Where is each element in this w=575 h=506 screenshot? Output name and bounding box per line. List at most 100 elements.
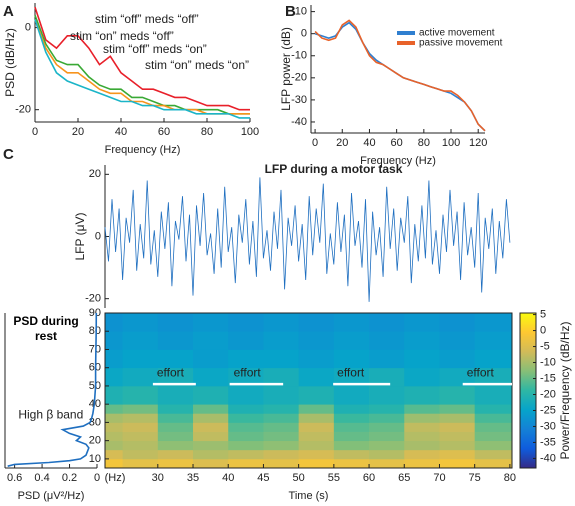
heat-cell (333, 385, 370, 405)
x-tick-label: 70 (433, 472, 445, 484)
series-line (314, 19, 486, 132)
heat-cell (333, 313, 370, 332)
heat-cell (263, 349, 300, 369)
y-tick-label: 10 (89, 453, 101, 465)
heat-cell (298, 313, 335, 332)
heat-cell (122, 349, 159, 369)
x-tick-label: 0 (312, 137, 318, 149)
heat-cell (122, 458, 159, 469)
effort-label: effort (467, 365, 495, 379)
heat-cell (228, 367, 264, 387)
heat-cell (369, 458, 405, 469)
heat-cell (157, 458, 194, 469)
heat-cell (369, 440, 405, 451)
heat-cell (157, 331, 194, 350)
heat-cell (333, 413, 370, 423)
x-tick-label: 80 (504, 472, 516, 484)
y-tick-label: -20 (85, 293, 101, 305)
heat-cell (105, 331, 124, 350)
heat-cell (157, 449, 194, 460)
legend-label: stim “on” meds “on” (145, 58, 249, 72)
heat-cell (193, 449, 229, 460)
heat-cell (439, 367, 476, 387)
heat-cell (193, 440, 229, 451)
y-tick-label: -20 (15, 104, 31, 116)
heat-cell (333, 440, 370, 451)
legend-label: stim “off” meds “on” (103, 42, 207, 56)
heat-cell (333, 349, 370, 369)
panel-label: C (3, 146, 14, 163)
heat-cell (105, 385, 124, 405)
heat-cell (228, 413, 264, 423)
series-line (34, 6, 250, 111)
heat-cell (404, 313, 440, 332)
series-line (104, 177, 511, 302)
heat-cell (474, 413, 513, 423)
heat-cell (122, 404, 159, 414)
x-tick-label: 0.6 (7, 472, 22, 484)
heat-cell (369, 422, 405, 432)
x-tick-label: 55 (328, 472, 340, 484)
heat-cell (369, 349, 405, 369)
heat-cell (105, 422, 124, 432)
x-tick-label: 40 (115, 126, 127, 138)
heat-cell (439, 349, 476, 369)
x-tick-label: 0.2 (62, 472, 77, 484)
x-tick-label: 80 (418, 137, 430, 149)
heat-cell (122, 385, 159, 405)
y-tick-label: 20 (89, 168, 101, 180)
heat-cell (404, 331, 440, 350)
heat-cell (105, 440, 124, 451)
y-axis-label: LFP power (dB) (279, 27, 293, 111)
heat-cell (439, 313, 476, 332)
heat-cell (193, 413, 229, 423)
heat-cell (369, 404, 405, 414)
legend-label: active movement (419, 28, 495, 39)
x-tick-label: 80 (201, 126, 213, 138)
y-tick-label: -20 (291, 72, 307, 84)
heat-cell (298, 331, 335, 350)
heat-cell (193, 458, 229, 469)
colorbar-tick-label: -5 (540, 340, 550, 352)
heat-cell (157, 440, 194, 451)
x-tick-label: 35 (187, 472, 199, 484)
heat-cell (263, 313, 300, 332)
heat-cell (122, 449, 159, 460)
heat-cell (105, 449, 124, 460)
heat-cell (157, 413, 194, 423)
x-tick-label: 120 (469, 137, 487, 149)
heat-cell (474, 385, 513, 405)
heat-cell (105, 349, 124, 369)
heat-cell (333, 458, 370, 469)
x-tick-label: 0 (94, 472, 100, 484)
heat-cell (404, 458, 440, 469)
heat-cell (404, 422, 440, 432)
series-line (7, 312, 98, 467)
heat-cell (157, 404, 194, 414)
y-axis-label: LFP (μV) (73, 212, 87, 260)
heat-cell (263, 404, 300, 414)
y-tick-label: -40 (291, 116, 307, 128)
series-line (34, 15, 250, 115)
legend-label: passive movement (419, 38, 503, 49)
heat-cell (474, 367, 513, 387)
heat-cell (333, 422, 370, 432)
y-tick-label: -10 (291, 50, 307, 62)
heat-cell (333, 449, 370, 460)
heat-cell (228, 431, 264, 442)
heat-cell (439, 385, 476, 405)
heat-cell (122, 331, 159, 350)
heat-cell (263, 449, 300, 460)
x-tick-label: 60 (363, 472, 375, 484)
colorbar-tick-label: -25 (540, 404, 556, 416)
heat-cell (228, 313, 264, 332)
heat-cell (193, 404, 229, 414)
psd-rest-title: PSD during rest (13, 314, 79, 343)
heat-cell (228, 422, 264, 432)
y-tick-label: -30 (291, 94, 307, 106)
heat-cell (439, 440, 476, 451)
x-axis-label: Time (s) (289, 490, 329, 502)
colorbar-tick-label: 5 (540, 309, 546, 321)
colorbar-tick-label: -20 (540, 388, 556, 400)
